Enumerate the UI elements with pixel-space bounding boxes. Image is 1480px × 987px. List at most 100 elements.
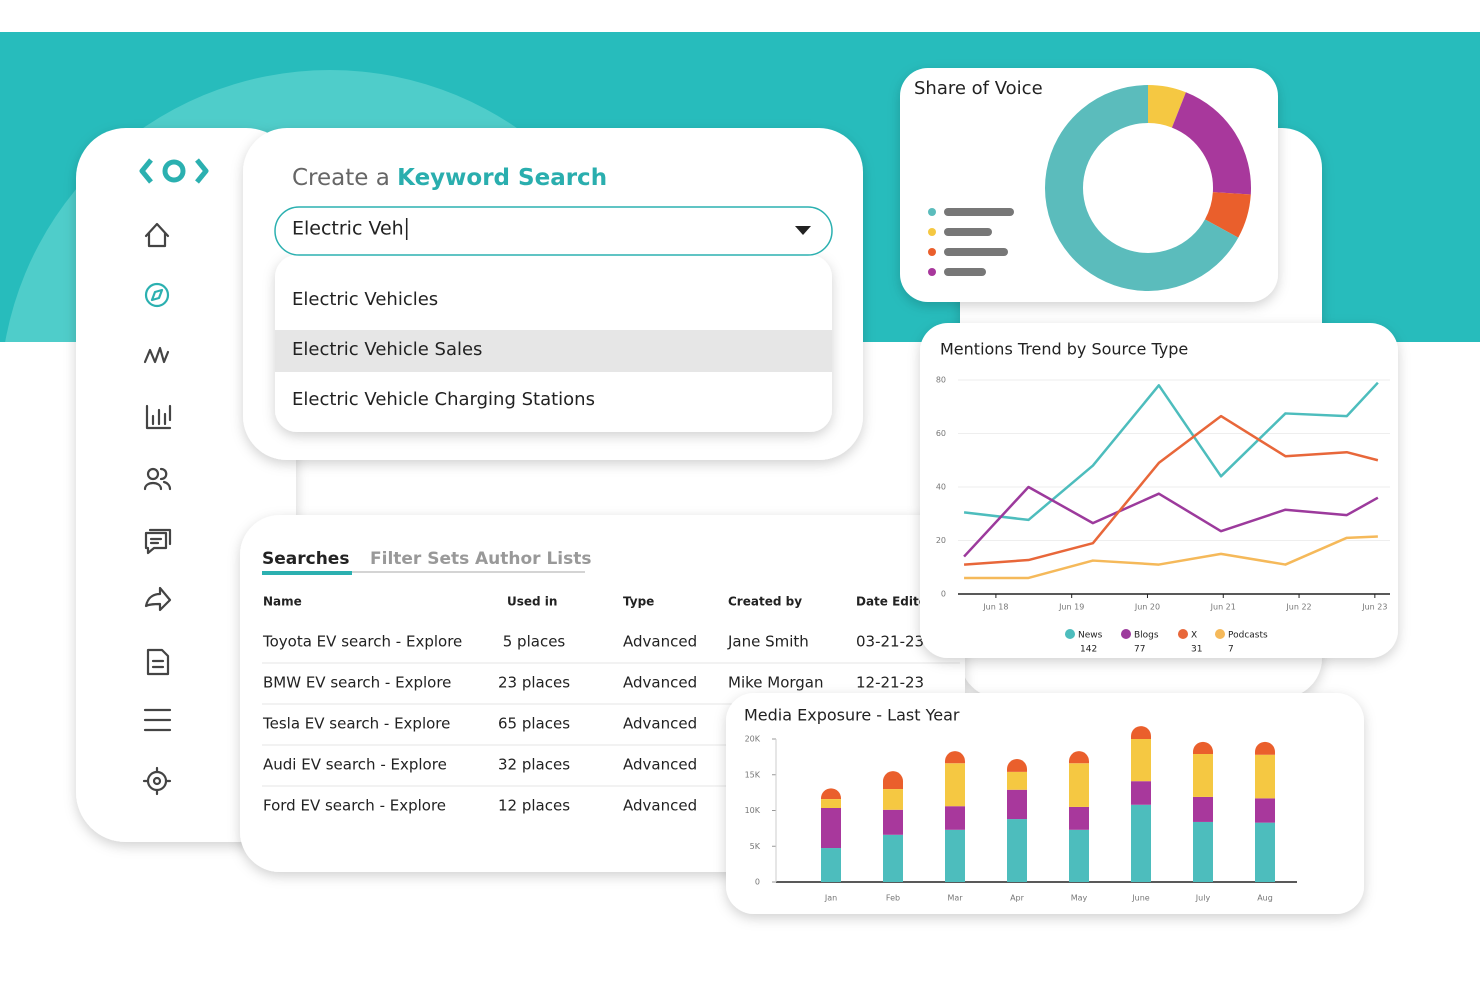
explore-icon[interactable]: [144, 282, 170, 308]
donut-segment: [1171, 92, 1251, 195]
legend-bar: [944, 268, 986, 276]
legend-total: 7: [1228, 645, 1234, 655]
table-cell: Advanced: [623, 633, 697, 651]
legend-dot: [928, 268, 936, 276]
table-cell: 23 places: [498, 674, 570, 692]
bar-segment: [1193, 754, 1213, 797]
table-cell: 32 places: [498, 756, 570, 774]
suggestions[interactable]: Electric Vehicles Electric Vehicle Sales E…: [292, 289, 595, 410]
settings-icon[interactable]: [142, 766, 172, 796]
x-tick-label: Jun 19: [1058, 603, 1084, 612]
media-chart: Media Exposure - Last Year 0 5K 10K 15K 20K Ja…: [744, 706, 1297, 903]
donut-segment: [1147, 85, 1186, 128]
x-tick-label: Jun 21: [1210, 603, 1236, 612]
y-tick-label: 0: [755, 878, 760, 887]
bar-segment: [1131, 804, 1151, 882]
keyword-title: Create a Keyword Search: [292, 165, 607, 191]
column-header: Date Edited: [856, 595, 935, 609]
table-cell: Advanced: [623, 797, 697, 815]
column-header: Used in: [507, 595, 557, 609]
legend-total: 31: [1191, 645, 1202, 655]
messages-icon[interactable]: [144, 528, 172, 555]
legend-dot: [928, 228, 936, 236]
line-series: [963, 485, 1379, 558]
people-icon[interactable]: [143, 467, 172, 491]
mentions-chart: Mentions Trend by Source Type 0 20 40 60 80 Ju…: [936, 340, 1390, 655]
y-tick-label: 5K: [750, 842, 761, 851]
tab[interactable]: Filter Sets: [370, 549, 469, 569]
nav-icons[interactable]: [142, 222, 172, 796]
y-tick-label: 15K: [745, 770, 761, 779]
dropdown-arrow[interactable]: [795, 226, 811, 235]
bar-segment: [945, 763, 965, 807]
logo: [139, 158, 209, 184]
bar-segment: [1007, 771, 1027, 790]
title-highlight: Keyword Search: [397, 165, 607, 191]
bar-segment: [1255, 798, 1275, 823]
x-tick-label: May: [1071, 894, 1088, 903]
y-tick-label: 60: [936, 429, 946, 438]
suggestion[interactable]: Electric Vehicle Sales: [292, 339, 482, 360]
bar-segment: [1069, 806, 1089, 830]
tab[interactable]: Searches: [262, 549, 349, 569]
share-legend: [928, 208, 1014, 276]
tab[interactable]: Author Lists: [475, 549, 592, 569]
legend-label: Podcasts: [1228, 631, 1268, 641]
bar-segment: [883, 809, 903, 835]
suggestion[interactable]: Electric Vehicles: [292, 289, 438, 310]
table-cell: Advanced: [623, 715, 697, 733]
bar-segment: [1131, 739, 1151, 782]
bar-segment: [945, 751, 965, 764]
x-tick-label: June: [1131, 894, 1150, 903]
bar-segment: [1255, 822, 1275, 882]
x-tick-label: Jan: [824, 894, 837, 903]
searches-table: Searches Filter Sets Author Lists Name Used …: [262, 549, 960, 815]
bar-segment: [1069, 829, 1089, 882]
input-text[interactable]: Electric Veh: [292, 218, 404, 240]
bar-segment: [1007, 759, 1027, 772]
trend-icon[interactable]: [143, 346, 170, 364]
legend-dot: [1215, 629, 1225, 639]
x-tick-label: Feb: [886, 894, 900, 903]
share-icon[interactable]: [144, 586, 172, 612]
legend-bar: [944, 208, 1014, 216]
bar-segment: [1255, 754, 1275, 799]
legend-label: News: [1078, 631, 1103, 641]
table-cell: Mike Morgan: [728, 674, 824, 692]
bar-segment: [1007, 819, 1027, 882]
home-icon[interactable]: [144, 222, 170, 248]
bar-segment: [821, 807, 841, 849]
legend-bar: [944, 228, 992, 236]
bar-segment: [1007, 789, 1027, 820]
bar-segment: [1069, 751, 1089, 764]
y-tick-label: 80: [936, 376, 946, 385]
bar-segment: [1193, 821, 1213, 882]
line-series: [963, 414, 1379, 566]
chart-icon[interactable]: [145, 404, 172, 430]
bar-segment: [821, 788, 841, 800]
search-input[interactable]: [274, 206, 833, 256]
legend-total: 142: [1080, 645, 1097, 655]
report-icon[interactable]: [146, 648, 170, 676]
suggestion[interactable]: Electric Vehicle Charging Stations: [292, 389, 595, 410]
table-cell: Ford EV search - Explore: [263, 797, 446, 815]
line-series: [964, 535, 1378, 580]
legend-dot: [1065, 629, 1075, 639]
filters-icon[interactable]: [143, 708, 172, 732]
bar-segment: [821, 848, 841, 882]
column-header: Type: [623, 595, 654, 609]
legend-dot: [1121, 629, 1131, 639]
title-prefix: Create a: [292, 165, 390, 191]
x-tick-label: Jun 20: [1134, 603, 1160, 612]
table-cell: 65 places: [498, 715, 570, 733]
y-tick-label: 40: [936, 483, 946, 492]
donut-segment: [1045, 85, 1239, 291]
legend-total: 77: [1134, 645, 1145, 655]
x-tick-label: Jun 18: [982, 603, 1008, 612]
bar-segment: [883, 789, 903, 810]
y-tick-label: 20: [936, 536, 946, 545]
bar-segment: [1131, 781, 1151, 805]
chart-title: Mentions Trend by Source Type: [940, 340, 1188, 359]
table-cell: 12-21-23: [856, 674, 924, 692]
bar-segment: [945, 829, 965, 882]
